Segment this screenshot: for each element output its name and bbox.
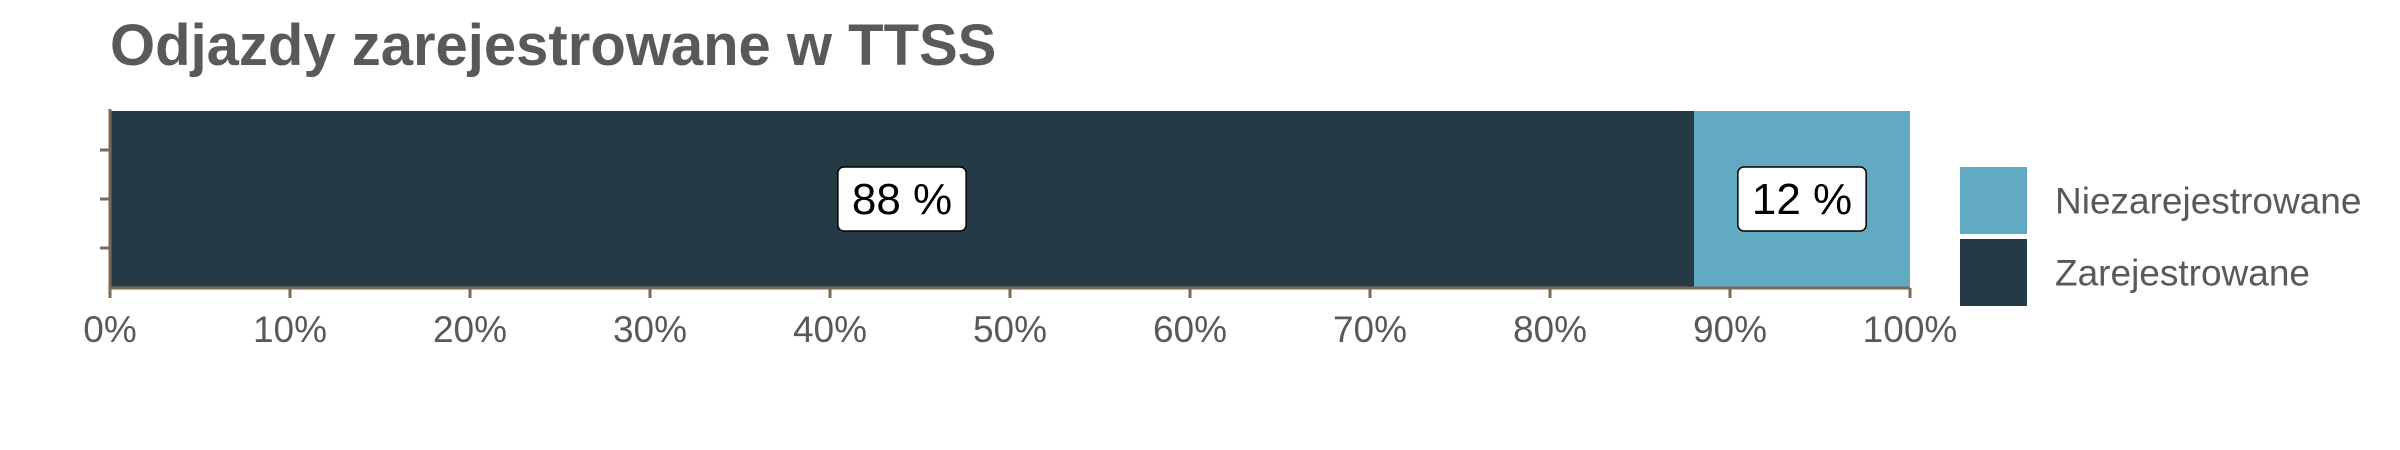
- x-tick-label: 70%: [1333, 309, 1407, 350]
- x-tick-label: 50%: [973, 309, 1047, 350]
- data-label-text: 12 %: [1752, 175, 1852, 224]
- axes-layer: 0% 10% 20% 30% 40% 50% 60% 70% 80% 90% 100%: [83, 109, 1957, 350]
- bars-layer: [110, 111, 1910, 287]
- x-tick-label: 80%: [1513, 309, 1587, 350]
- data-label-niezarejestrowane: 12 %: [1737, 166, 1867, 232]
- x-tick-label: 100%: [1863, 309, 1958, 350]
- chart-title: Odjazdy zarejestrowane w TTSS: [110, 13, 996, 78]
- x-tick-label: 20%: [433, 309, 507, 350]
- legend-item-zarejestrowane: Zarejestrowane: [1960, 239, 2310, 306]
- legend-swatch: [1960, 167, 2027, 234]
- data-label-text: 88 %: [852, 175, 952, 224]
- legend-label: Zarejestrowane: [2055, 253, 2310, 294]
- x-tick-label: 10%: [253, 309, 327, 350]
- legend-label: Niezarejestrowane: [2055, 181, 2361, 222]
- data-labels-layer: 88 % 12 %: [837, 166, 1867, 232]
- legend-swatch: [1960, 239, 2027, 306]
- x-tick-label: 90%: [1693, 309, 1767, 350]
- data-label-box: [837, 166, 967, 232]
- x-tick-label: 40%: [793, 309, 867, 350]
- x-tick-label: 60%: [1153, 309, 1227, 350]
- data-label-zarejestrowane: 88 %: [837, 166, 967, 232]
- data-label-box: [1737, 166, 1867, 232]
- legend-item-niezarejestrowane: Niezarejestrowane: [1960, 167, 2361, 234]
- x-tick-label: 0%: [83, 309, 136, 350]
- x-tick-label: 30%: [613, 309, 687, 350]
- legend: Niezarejestrowane Zarejestrowane: [1960, 167, 2361, 306]
